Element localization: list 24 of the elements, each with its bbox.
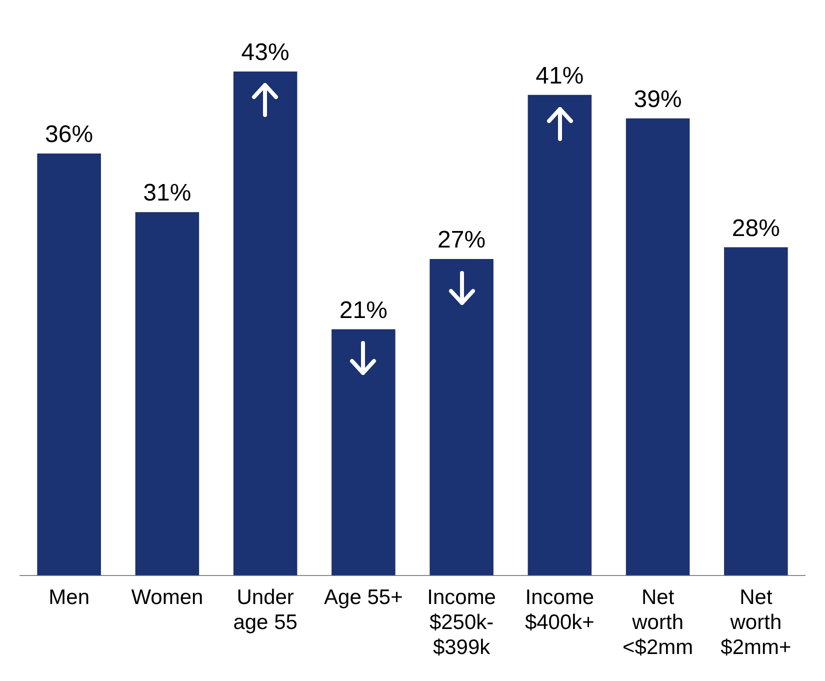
x-tick-label: Age 55+	[324, 586, 403, 609]
data-label: 41%	[536, 62, 584, 90]
data-label: 28%	[732, 214, 780, 242]
bar	[626, 118, 690, 576]
bar	[37, 153, 101, 576]
data-label: 36%	[45, 121, 94, 148]
bar	[332, 329, 396, 576]
data-label: 39%	[634, 86, 682, 113]
bar	[528, 94, 592, 576]
x-tick-label: Men	[48, 586, 90, 609]
x-tick-label: Women	[131, 586, 204, 609]
data-label: 21%	[339, 296, 388, 324]
x-tick-label: Income $250k-$399k	[427, 586, 496, 660]
x-tick-label: Net worth $2mm+	[720, 586, 792, 660]
bar	[724, 247, 788, 576]
data-label: 27%	[438, 226, 486, 254]
data-label: 43%	[241, 39, 290, 66]
x-tick-label: Net worth <$2mm	[622, 586, 694, 660]
bar	[430, 258, 494, 576]
x-tick-label: Under age 55	[233, 586, 298, 634]
bar	[135, 212, 200, 576]
data-label: 31%	[143, 180, 192, 207]
bar	[233, 71, 298, 576]
x-tick-label: Income $400k+	[524, 586, 594, 634]
